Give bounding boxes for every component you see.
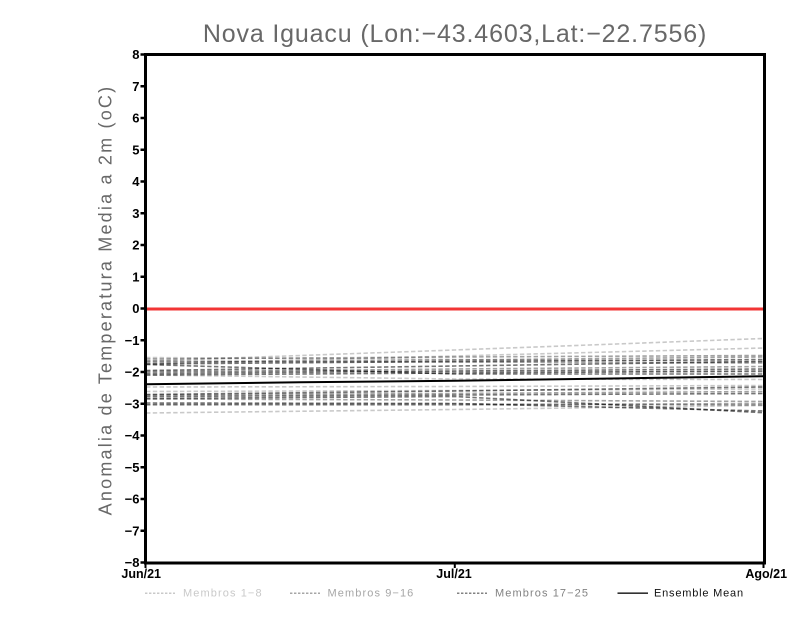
- svg-text:Anomalia de Temperatura Media: Anomalia de Temperatura Media a 2m (oC): [96, 85, 116, 516]
- svg-text:0: 0: [132, 301, 139, 316]
- svg-text:Nova Iguacu (Lon:−43.4603,Lat:: Nova Iguacu (Lon:−43.4603,Lat:−22.7556): [203, 20, 707, 48]
- svg-text:Membros 1−8: Membros 1−8: [183, 588, 263, 600]
- svg-text:Jul/21: Jul/21: [436, 567, 471, 581]
- svg-text:7: 7: [132, 79, 139, 94]
- svg-text:−7: −7: [125, 524, 140, 539]
- svg-text:Ago/21: Ago/21: [745, 567, 787, 581]
- svg-text:8: 8: [132, 47, 139, 62]
- svg-text:6: 6: [132, 111, 139, 126]
- svg-text:3: 3: [132, 206, 139, 221]
- svg-text:Jun/21: Jun/21: [121, 567, 161, 581]
- svg-text:1: 1: [132, 269, 139, 284]
- svg-text:−2: −2: [125, 365, 140, 380]
- svg-text:−1: −1: [125, 333, 140, 348]
- svg-text:4: 4: [132, 174, 140, 189]
- svg-text:Membros 9−16: Membros 9−16: [328, 588, 415, 600]
- svg-text:2: 2: [132, 238, 139, 253]
- svg-text:−4: −4: [125, 428, 141, 443]
- svg-text:5: 5: [132, 142, 139, 157]
- svg-text:Membros 17−25: Membros 17−25: [495, 588, 589, 600]
- svg-text:−8: −8: [125, 555, 140, 570]
- svg-text:−3: −3: [125, 396, 140, 411]
- svg-text:Ensemble Mean: Ensemble Mean: [654, 588, 744, 600]
- svg-text:−6: −6: [125, 492, 140, 507]
- svg-text:−5: −5: [125, 460, 140, 475]
